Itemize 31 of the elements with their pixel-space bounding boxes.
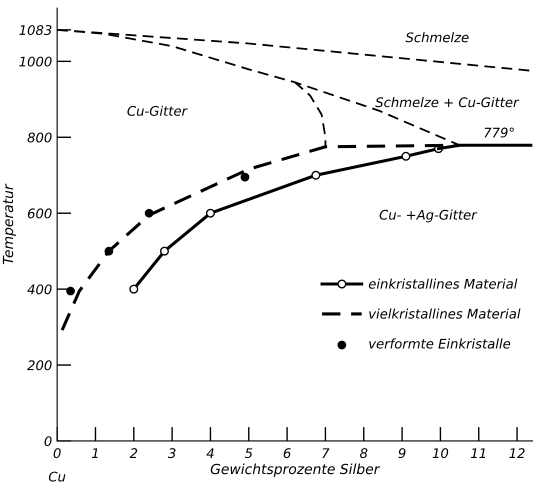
x-tick-label: 3	[168, 448, 176, 458]
x-tick-label: 10	[432, 448, 448, 458]
legend-label: verformte Einkristalle	[369, 338, 510, 349]
y-tick-label: 1083	[19, 25, 52, 36]
x-tick-label: 4	[206, 448, 214, 458]
y-tick-label: 800	[28, 132, 52, 142]
annotation: Cu-Gitter	[127, 106, 188, 116]
x-axis-title: Gewichtsprozente Silber	[210, 463, 380, 477]
y-tick-label: 0	[44, 436, 52, 446]
legend-label: vielkristallines Material	[369, 308, 520, 319]
annotation: Schmelze + Cu-Gitter	[375, 97, 520, 108]
y-tick-label: 1000	[19, 56, 52, 67]
y-tick-label: 400	[27, 284, 52, 294]
x-tick-label: 5	[244, 448, 252, 458]
x-tick-label: 12	[509, 448, 525, 458]
x-tick-label: 8	[360, 448, 368, 458]
x-tick-label: 7	[322, 448, 330, 458]
legend-label: einkristallines Material	[368, 278, 518, 289]
x-tick-label: 9	[398, 448, 406, 458]
annotation: Schmelze	[406, 32, 469, 42]
y-axis-title: Temperatur	[2, 184, 16, 264]
x-tick-label: 6	[284, 448, 291, 458]
annotation: Cu- +Ag-Gitter	[380, 210, 478, 222]
y-tick-label: 200	[27, 360, 52, 370]
annotation: 779°	[484, 128, 514, 138]
x-tick-label: 2	[130, 448, 138, 458]
x-tick-label: 0	[54, 448, 61, 458]
x-tick-label: 11	[470, 448, 486, 458]
y-tick-label: 600	[28, 208, 52, 218]
x-tick-label: 1	[92, 448, 98, 458]
text: Cu	[48, 472, 66, 482]
